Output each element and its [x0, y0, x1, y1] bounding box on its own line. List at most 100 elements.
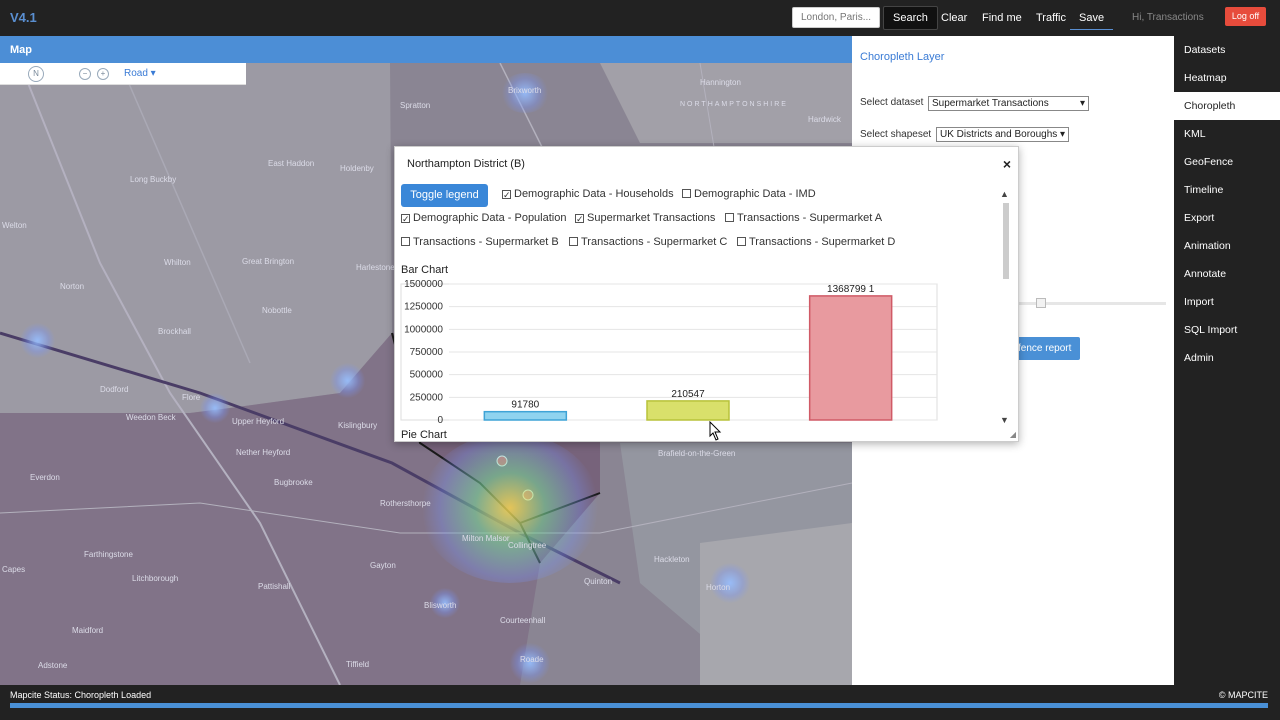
slider-thumb[interactable] [1035, 298, 1046, 308]
district-popup: Northampton District (B) × Toggle legend… [394, 146, 1019, 442]
checkbox-population[interactable]: ✓ Demographic Data - Population [401, 212, 566, 224]
town-label: Everdon [30, 473, 60, 482]
town-label: Brafield-on-the-Green [658, 449, 736, 458]
checkbox-icon[interactable]: ✓ [401, 214, 410, 224]
mouse-cursor-icon [709, 421, 722, 441]
checkbox-supermarket-b[interactable]: Transactions - Supermarket B [401, 236, 559, 248]
nav-item-geofence[interactable]: GeoFence [1184, 156, 1234, 168]
nav-item-sql-import[interactable]: SQL Import [1184, 324, 1238, 336]
nav-item-animation[interactable]: Animation [1184, 240, 1231, 252]
log-off-button[interactable]: Log off [1225, 7, 1266, 26]
resize-grip-icon[interactable]: ◢ [1009, 430, 1016, 439]
checkbox-icon[interactable] [401, 237, 410, 246]
chart-tick-label: 1000000 [404, 324, 443, 335]
bar-chart: 0 250000 500000 750000 1000000 1250000 1500000… [400, 279, 938, 426]
town-label: Welton [2, 221, 27, 230]
checkbox-label: Demographic Data - Households [514, 188, 674, 200]
chart-tick-label: 250000 [410, 392, 444, 403]
chart-bar [483, 410, 568, 421]
checkbox-label: Transactions - Supermarket A [737, 212, 883, 224]
copyright: © MAPCITE [1218, 690, 1268, 700]
town-label: Bugbrooke [274, 478, 313, 487]
opacity-slider[interactable] [1018, 302, 1166, 305]
popup-title: Northampton District (B) [407, 158, 525, 170]
find-me-button[interactable]: Find me [982, 12, 1022, 24]
checkbox-households[interactable]: ✓ Demographic Data - Households [502, 188, 674, 200]
compass-icon[interactable]: N [28, 66, 44, 82]
clear-button[interactable]: Clear [941, 12, 968, 24]
nav-item-timeline[interactable]: Timeline [1184, 184, 1224, 196]
town-label: Brixworth [508, 86, 542, 95]
town-label: Hackleton [654, 555, 690, 564]
dataset-label: Select dataset [860, 97, 924, 108]
checkbox-icon[interactable]: ✓ [502, 190, 511, 200]
town-label: Capes [2, 565, 26, 574]
save-button[interactable]: Save [1070, 6, 1114, 30]
checkbox-icon[interactable] [725, 213, 734, 222]
checkbox-label: Demographic Data - Population [413, 212, 567, 224]
checkbox-supermarket-transactions[interactable]: ✓ Supermarket Transactions [575, 212, 715, 224]
chart-data-label: 1368799 1 [827, 284, 875, 295]
traffic-button[interactable]: Traffic [1036, 12, 1066, 24]
town-label: Nether Heyford [236, 448, 291, 457]
pie-chart-title: Pie Chart [401, 429, 447, 441]
chart-tick-label: 1500000 [404, 279, 443, 290]
town-label: Harlestone [356, 263, 395, 272]
chart-data-label: 91780 [511, 400, 539, 411]
close-icon[interactable]: × [1002, 156, 1011, 172]
town-label: Norton [60, 282, 85, 291]
town-label: Tiffield [346, 660, 370, 669]
layer-title: Choropleth Layer [860, 51, 945, 63]
town-label: Great Brington [242, 257, 295, 266]
checkbox-icon[interactable] [569, 237, 578, 246]
nav-item-choropleth[interactable]: Choropleth [1174, 92, 1280, 120]
town-label: Rothersthorpe [380, 499, 431, 508]
bar-chart-title: Bar Chart [401, 264, 449, 276]
checkbox-supermarket-a[interactable]: Transactions - Supermarket A [725, 212, 882, 224]
scroll-up-icon[interactable]: ▲ [1000, 189, 1009, 199]
search-input[interactable] [792, 7, 880, 28]
town-label: Horton [706, 583, 731, 592]
town-label: Hannington [700, 78, 741, 87]
checkbox-imd[interactable]: Demographic Data - IMD [682, 188, 816, 200]
nav-item-datasets[interactable]: Datasets [1184, 44, 1226, 56]
heatmap-spot [500, 73, 550, 113]
status-progress-line [10, 703, 1268, 708]
town-label: Blisworth [424, 601, 457, 610]
chart-tick-label: 1250000 [404, 302, 443, 313]
checkbox-label: Demographic Data - IMD [694, 188, 816, 200]
top-bar: V4.1 Search Clear Find me Traffic Save H… [0, 0, 1280, 36]
town-label: Upper Heyford [232, 417, 285, 426]
checkbox-supermarket-d[interactable]: Transactions - Supermarket D [737, 236, 895, 248]
town-label: Spratton [400, 101, 431, 110]
checkbox-icon[interactable] [737, 237, 746, 246]
checkbox-icon[interactable]: ✓ [575, 214, 584, 224]
popup-scrollbar[interactable]: ▲ ▼ [1000, 189, 1012, 429]
checkbox-label: Supermarket Transactions [587, 212, 716, 224]
shapeset-select[interactable]: UK Districts and Boroughs [936, 127, 1069, 142]
scroll-down-icon[interactable]: ▼ [1000, 415, 1009, 425]
nav-item-import[interactable]: Import [1184, 296, 1214, 308]
scroll-thumb[interactable] [1003, 203, 1009, 279]
checkbox-label: Transactions - Supermarket D [749, 236, 896, 248]
zoom-out-icon[interactable]: − [79, 68, 91, 80]
dataset-select[interactable]: Supermarket Transactions [928, 96, 1089, 111]
town-label: Weedon Beck [126, 413, 176, 422]
checkbox-supermarket-c[interactable]: Transactions - Supermarket C [569, 236, 727, 248]
fence-report-button[interactable]: fence report [1012, 337, 1080, 360]
search-button[interactable]: Search [883, 6, 938, 30]
zoom-in-icon[interactable]: + [97, 68, 109, 80]
map-style-select[interactable]: Road ▾ [124, 68, 156, 79]
checkbox-icon[interactable] [682, 189, 691, 198]
town-label: Milton Malsor [462, 534, 510, 543]
nav-item-annotate[interactable]: Annotate [1184, 268, 1227, 280]
user-greeting: Hi, Transactions [1132, 12, 1204, 23]
town-label: Litchborough [132, 574, 179, 583]
toggle-legend-button[interactable]: Toggle legend [401, 184, 488, 207]
nav-item-admin[interactable]: Admin [1184, 352, 1214, 364]
nav-item-kml[interactable]: KML [1184, 128, 1206, 140]
nav-item-export[interactable]: Export [1184, 212, 1215, 224]
town-label: Holdenby [340, 164, 374, 173]
nav-item-heatmap[interactable]: Heatmap [1184, 72, 1227, 84]
town-label: Dodford [100, 385, 129, 394]
